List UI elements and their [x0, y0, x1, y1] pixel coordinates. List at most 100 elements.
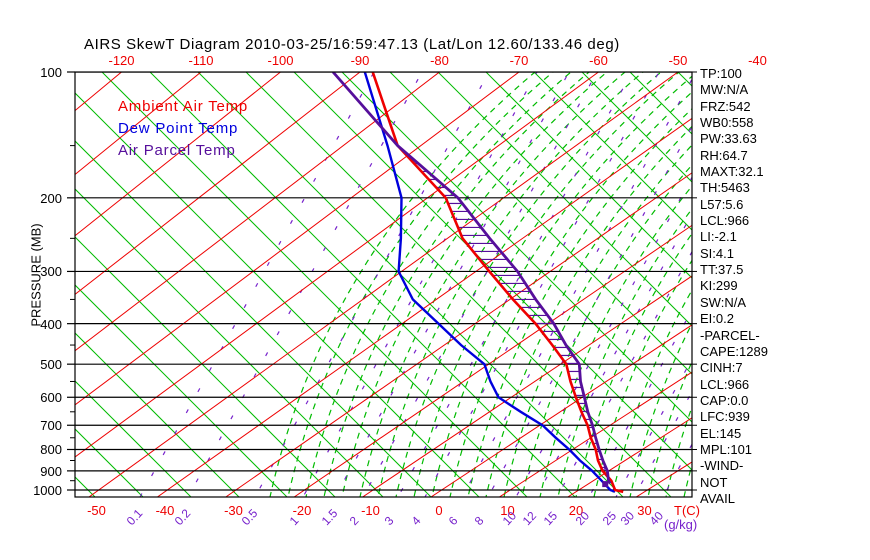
- moist-adiabat-line: [413, 72, 680, 497]
- pressure-tick-label: 600: [40, 390, 62, 406]
- ambient-temp-curve: [371, 72, 624, 494]
- legend-dew-point-temp: Dew Point Temp: [118, 120, 239, 137]
- temp-top-label: -70: [509, 53, 529, 68]
- stat-line: MW:N/A: [700, 82, 749, 98]
- moist-adiabat-line: [377, 72, 644, 497]
- dry-adiabat-line: [533, 72, 692, 231]
- temp-bottom-label: 10: [500, 503, 515, 518]
- stat-line: -PARCEL-: [700, 327, 760, 343]
- pressure-tick-label: 100: [40, 65, 62, 80]
- dry-adiabat-line: [197, 72, 624, 497]
- pressure-tick-label: 1000: [33, 483, 62, 498]
- dew-point-curve: [363, 72, 616, 493]
- mixing-ratio-line: [515, 176, 692, 497]
- temp-bottom-label: -10: [361, 503, 380, 518]
- air-parcel-curve: [331, 72, 612, 485]
- stat-line: CAP:0.0: [700, 392, 749, 408]
- dry-adiabat-line: [101, 72, 528, 497]
- mixing-ratio-line: [254, 72, 490, 497]
- legend-ambient-air-temp: Ambient Air Temp: [118, 98, 249, 115]
- stat-line: LI:-2.1: [700, 229, 737, 245]
- moist-adiabat-line: [485, 125, 692, 497]
- isotherm-line: [88, 72, 679, 497]
- stat-line: LCL:966: [700, 376, 750, 392]
- dry-adiabat-line: [75, 92, 480, 497]
- moist-adiabat-line: [521, 164, 692, 497]
- temp-bottom-label: 20: [568, 503, 584, 518]
- dry-adiabat-line: [75, 236, 336, 497]
- isotherm-line: [75, 72, 122, 112]
- pressure-tick-label: 200: [40, 190, 62, 206]
- stat-line: TP:100: [700, 66, 742, 81]
- isotherm-line: [362, 275, 692, 497]
- isotherm-line: [75, 72, 361, 296]
- pressure-tick-label: 700: [40, 418, 62, 434]
- stat-line: -WIND-: [700, 458, 744, 474]
- stat-line: SW:N/A: [700, 294, 746, 310]
- stat-line: CAPE:1289: [700, 343, 768, 359]
- moist-adiabat-line: [467, 108, 692, 497]
- isotherm-line: [499, 371, 692, 497]
- temp-unit-label: T(C): [674, 503, 700, 518]
- temp-top-label: -60: [589, 53, 608, 68]
- moist-adiabat-line: [323, 72, 590, 497]
- isotherm-line: [75, 72, 202, 176]
- moist-adiabat-line: [575, 232, 692, 497]
- isotherm-line: [75, 72, 599, 458]
- isotherm-line: [157, 117, 692, 497]
- mixing-ratio-line: [187, 72, 423, 497]
- moist-adiabat-line: [287, 72, 554, 497]
- stat-line: FRZ:542: [700, 98, 751, 114]
- mixing-ratio-line: [424, 72, 660, 497]
- dry-adiabat-line: [341, 72, 692, 423]
- chart-title: AIRS SkewT Diagram 2010-03-25/16:59:47.1…: [84, 36, 620, 53]
- moist-adiabat-line: [341, 72, 608, 497]
- stat-line: L57:5.6: [700, 196, 744, 212]
- stat-line: TH:5463: [700, 180, 750, 196]
- pressure-tick-label: 900: [40, 463, 62, 479]
- dry-adiabat-line: [75, 188, 384, 497]
- isotherm-line: [75, 72, 281, 237]
- plot-frame: [74, 71, 693, 498]
- temp-bottom-label: -50: [87, 503, 106, 518]
- legend: Ambient Air Temp Dew Point Temp Air Parc…: [118, 96, 248, 162]
- pressure-tick-label: 500: [40, 357, 62, 373]
- temp-bottom-label: -20: [292, 503, 312, 518]
- moist-adiabat-line: [269, 72, 536, 497]
- dry-adiabat-line: [437, 72, 692, 327]
- dry-adiabat-line: [149, 72, 576, 497]
- dry-adiabat-line: [75, 476, 96, 497]
- mixing-ratio-line: [334, 72, 570, 497]
- stat-line: LCL:966: [700, 213, 750, 229]
- dry-adiabat-line: [75, 332, 240, 497]
- moist-adiabat-line: [431, 75, 692, 497]
- stat-line: MAXT:32.1: [700, 164, 764, 180]
- moist-adiabat-line: [557, 208, 692, 497]
- temp-top-label: -100: [267, 53, 294, 68]
- plot-area: [75, 72, 692, 497]
- temp-bottom-label: -40: [155, 503, 175, 518]
- moist-adiabat-line: [359, 72, 626, 497]
- dry-adiabat-line: [75, 380, 192, 497]
- temp-top-label: -40: [748, 53, 767, 68]
- temp-top-label: -120: [108, 53, 135, 68]
- mixing-ratio-line: [139, 72, 375, 497]
- dry-adiabat-line: [245, 72, 672, 497]
- isotherm-line: [430, 324, 692, 497]
- temp-bottom-label: 0: [435, 503, 443, 518]
- temp-bottom-label: -30: [224, 503, 243, 518]
- temp-top-label: -110: [188, 53, 214, 68]
- isotherm-line: [75, 72, 520, 406]
- moist-adiabat-line: [593, 259, 692, 497]
- dry-adiabat-line: [581, 72, 692, 183]
- dry-adiabat-line: [75, 140, 432, 497]
- stat-line: EL:145: [700, 425, 742, 441]
- mixing-unit-label: (g/kg): [664, 517, 698, 532]
- moist-adiabat-line: [647, 360, 692, 497]
- mixing-ratio-line: [397, 72, 633, 497]
- moist-adiabat-line: [539, 185, 692, 497]
- isotherm-line: [567, 417, 692, 497]
- stat-line: WB0:558: [700, 115, 754, 131]
